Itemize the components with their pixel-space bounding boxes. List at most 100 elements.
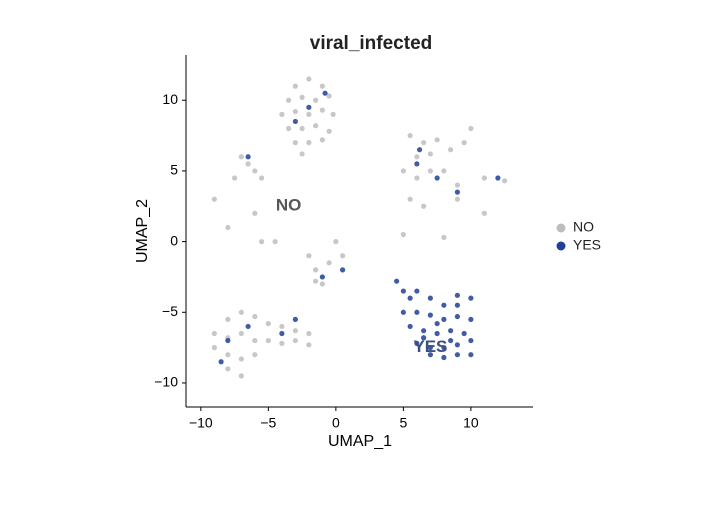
point bbox=[245, 154, 251, 160]
point bbox=[259, 175, 265, 181]
point bbox=[286, 125, 292, 132]
point bbox=[441, 234, 447, 240]
point bbox=[218, 359, 224, 365]
point bbox=[434, 137, 440, 143]
y-tick-label: −5 bbox=[162, 303, 178, 319]
point bbox=[407, 132, 413, 139]
x-tick-label: −10 bbox=[189, 415, 213, 431]
point bbox=[252, 210, 258, 216]
point bbox=[306, 342, 312, 348]
point bbox=[330, 111, 336, 117]
point bbox=[407, 295, 413, 301]
point bbox=[225, 316, 231, 322]
point bbox=[252, 337, 258, 344]
point bbox=[211, 330, 217, 337]
point bbox=[319, 137, 325, 143]
point bbox=[414, 154, 420, 160]
point bbox=[245, 323, 251, 330]
point bbox=[333, 239, 339, 245]
point bbox=[454, 292, 460, 298]
point bbox=[322, 90, 328, 96]
point bbox=[414, 340, 420, 346]
point bbox=[299, 151, 305, 157]
point bbox=[495, 175, 501, 181]
y-tick-label: 5 bbox=[170, 162, 178, 178]
point bbox=[238, 154, 244, 160]
point bbox=[299, 94, 305, 101]
y-tick-label: 0 bbox=[170, 232, 178, 248]
point bbox=[313, 267, 319, 273]
point bbox=[454, 313, 460, 320]
point bbox=[427, 168, 433, 174]
point bbox=[313, 123, 319, 129]
point bbox=[416, 147, 423, 153]
point bbox=[454, 189, 460, 195]
point bbox=[319, 107, 325, 113]
point bbox=[225, 224, 231, 231]
point bbox=[313, 97, 319, 103]
point bbox=[441, 354, 447, 361]
point bbox=[292, 118, 298, 125]
point bbox=[454, 196, 460, 202]
x-tick-label: 10 bbox=[463, 415, 479, 431]
point bbox=[211, 196, 217, 202]
point bbox=[407, 196, 413, 202]
point bbox=[461, 330, 467, 337]
point bbox=[427, 151, 433, 157]
point bbox=[306, 330, 312, 337]
point bbox=[502, 178, 508, 184]
point bbox=[427, 345, 433, 351]
point bbox=[427, 352, 433, 358]
point bbox=[468, 337, 474, 344]
point bbox=[468, 352, 474, 358]
point bbox=[306, 253, 312, 259]
point bbox=[427, 295, 433, 301]
point bbox=[434, 330, 440, 337]
point bbox=[414, 175, 420, 181]
point bbox=[272, 239, 278, 245]
point bbox=[400, 309, 406, 315]
point bbox=[225, 352, 231, 358]
point bbox=[292, 140, 298, 146]
point bbox=[279, 330, 285, 337]
point bbox=[454, 342, 460, 348]
point bbox=[252, 313, 258, 320]
point bbox=[400, 288, 406, 294]
point bbox=[326, 260, 332, 266]
point bbox=[421, 203, 427, 209]
legend-marker bbox=[556, 223, 566, 233]
point bbox=[306, 76, 312, 82]
point bbox=[448, 147, 454, 153]
point bbox=[225, 337, 231, 344]
point bbox=[400, 231, 406, 238]
point bbox=[319, 274, 325, 280]
point bbox=[448, 328, 454, 334]
point bbox=[421, 140, 427, 146]
point bbox=[427, 312, 433, 318]
point bbox=[238, 330, 244, 337]
point bbox=[292, 328, 298, 334]
point bbox=[441, 345, 447, 351]
point bbox=[292, 83, 298, 89]
point bbox=[319, 281, 325, 287]
point bbox=[265, 337, 271, 344]
point bbox=[306, 140, 312, 146]
point bbox=[252, 168, 258, 174]
point bbox=[292, 316, 298, 322]
point bbox=[252, 352, 258, 358]
point bbox=[454, 182, 460, 188]
point bbox=[259, 239, 265, 245]
chart-title: viral_infected bbox=[310, 33, 433, 54]
point bbox=[407, 323, 413, 330]
point bbox=[292, 337, 298, 344]
point bbox=[245, 161, 251, 167]
point bbox=[232, 175, 238, 181]
x-tick-label: 0 bbox=[332, 415, 340, 431]
point bbox=[279, 323, 285, 330]
point bbox=[313, 278, 319, 284]
point bbox=[326, 93, 332, 99]
point bbox=[461, 140, 467, 146]
point bbox=[286, 97, 292, 103]
point bbox=[441, 316, 447, 322]
annotation: YES bbox=[413, 337, 447, 356]
